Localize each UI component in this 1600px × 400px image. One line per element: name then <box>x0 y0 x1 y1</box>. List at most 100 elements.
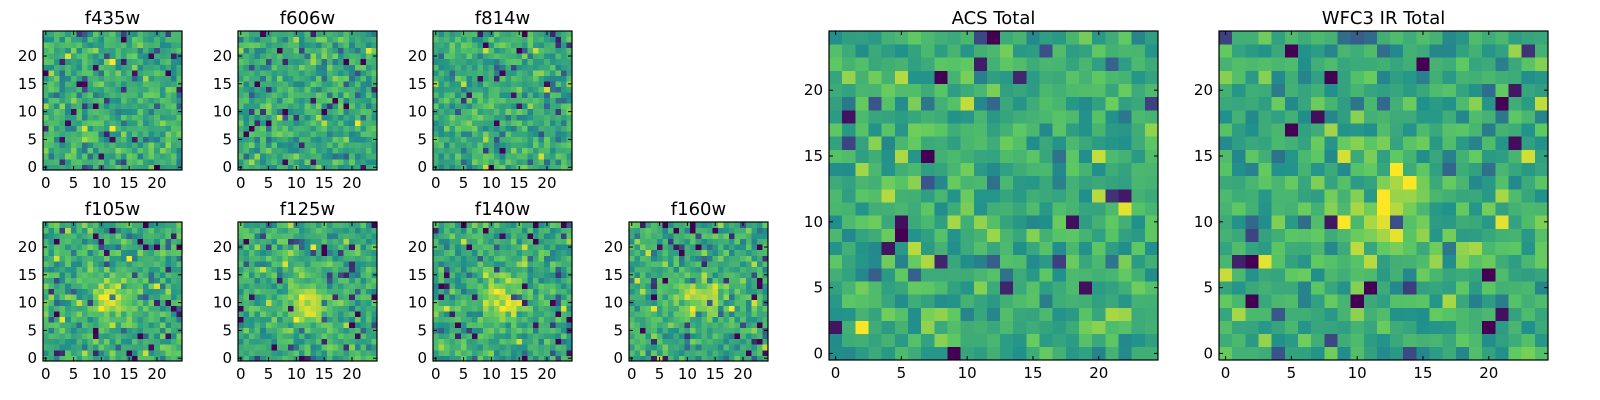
heatmap-cell <box>488 142 495 149</box>
heatmap-cell <box>973 294 988 308</box>
heatmap-cell <box>93 255 99 262</box>
heatmap-cell <box>371 283 378 290</box>
heatmap-cell <box>645 266 652 273</box>
heatmap-cell <box>662 288 669 295</box>
heatmap-cell <box>343 333 350 340</box>
heatmap-cell <box>321 119 328 126</box>
axes-frame-f160w <box>628 221 769 362</box>
heatmap-cell <box>1026 162 1040 177</box>
heatmap-cell <box>510 238 517 245</box>
heatmap-cell <box>315 244 322 251</box>
heatmap-cell <box>560 305 567 312</box>
heatmap-cell <box>756 299 763 306</box>
heatmap-cell <box>986 254 1001 269</box>
heatmap-cell <box>651 310 658 317</box>
heatmap-cell <box>544 322 551 329</box>
heatmap-cell <box>343 47 350 54</box>
heatmap-cell <box>315 272 322 278</box>
heatmap-cell <box>104 255 111 262</box>
heatmap-cell <box>81 222 88 228</box>
heatmap-cell <box>483 69 489 76</box>
heatmap-cell <box>494 255 501 262</box>
heatmap-cell <box>304 316 311 323</box>
heatmap-cell <box>842 346 856 361</box>
heatmap-cell <box>662 255 669 262</box>
heatmap-cell <box>299 272 306 278</box>
heatmap-cell <box>288 249 294 256</box>
heatmap-cell <box>629 305 635 312</box>
heatmap-cell <box>65 222 72 228</box>
heatmap-cell <box>1092 228 1106 242</box>
heatmap-cell <box>549 103 556 110</box>
heatmap-cell <box>471 338 478 345</box>
heatmap-cell <box>1131 175 1146 190</box>
heatmap-cell <box>947 188 961 203</box>
heatmap-cell <box>516 288 523 295</box>
heatmap-cell <box>371 338 378 345</box>
heatmap-cell <box>165 299 172 306</box>
heatmap-cell <box>723 316 730 323</box>
heatmap-cell <box>673 338 680 345</box>
heatmap-cell <box>54 294 61 301</box>
heatmap-cell <box>271 58 278 65</box>
heatmap-cell <box>460 233 467 240</box>
heatmap-cell <box>360 164 367 171</box>
heatmap-cell <box>293 255 300 262</box>
heatmap-cell <box>690 288 697 295</box>
heatmap-cell <box>505 164 512 171</box>
heatmap-cell <box>126 333 133 340</box>
heatmap-cell <box>1118 254 1133 269</box>
heatmap-cell <box>354 108 361 115</box>
heatmap-cell <box>734 233 741 240</box>
heatmap-cell <box>76 131 83 138</box>
heatmap-cell <box>260 327 267 334</box>
heatmap-cell <box>165 64 172 71</box>
heatmap-cell <box>751 260 758 267</box>
heatmap-cell <box>143 119 150 126</box>
heatmap-cell <box>65 288 72 295</box>
heatmap-cell <box>276 147 283 154</box>
heatmap-cell <box>921 149 935 163</box>
heatmap-cell <box>706 344 713 351</box>
heatmap-cell <box>349 81 356 87</box>
heatmap-cell <box>673 277 680 284</box>
heatmap-cell <box>332 316 339 323</box>
heatmap-cell <box>65 299 72 306</box>
heatmap-cell <box>471 97 478 104</box>
heatmap-cell <box>751 338 758 345</box>
heatmap-cell <box>238 36 244 43</box>
heatmap-cell <box>137 333 144 340</box>
heatmap-cell <box>282 153 289 160</box>
heatmap-cell <box>249 266 256 273</box>
heatmap-cell <box>1118 241 1133 256</box>
heatmap-cell <box>70 349 77 356</box>
heatmap-cell <box>365 277 372 284</box>
heatmap-cell <box>1065 267 1080 282</box>
heatmap-cell <box>466 86 473 93</box>
heatmap-cell <box>360 53 367 60</box>
heatmap-cell <box>109 344 116 351</box>
heatmap-cell <box>934 281 948 295</box>
heatmap-cell <box>499 47 506 54</box>
heatmap-cell <box>81 31 88 37</box>
heatmap-cell <box>527 233 534 240</box>
heatmap-cell <box>371 92 378 99</box>
heatmap-cell <box>87 322 94 329</box>
heatmap-cell <box>326 81 333 87</box>
heatmap-cell <box>695 266 702 273</box>
heatmap-cell <box>560 158 567 165</box>
heatmap-cell <box>1105 294 1119 308</box>
heatmap-cell <box>170 355 177 362</box>
heatmap-cell <box>271 53 278 60</box>
heatmap-cell <box>656 277 663 284</box>
heatmap-cell <box>1052 215 1067 229</box>
heatmap-cell <box>93 31 99 37</box>
heatmap-cell <box>1092 254 1106 269</box>
heatmap-cell <box>566 283 573 290</box>
heatmap-cell <box>143 58 150 65</box>
heatmap-cell <box>488 255 495 262</box>
heatmap-cell <box>159 147 166 154</box>
heatmap-cell <box>521 31 528 37</box>
heatmap-cell <box>662 344 669 351</box>
heatmap-cell <box>1039 175 1054 190</box>
